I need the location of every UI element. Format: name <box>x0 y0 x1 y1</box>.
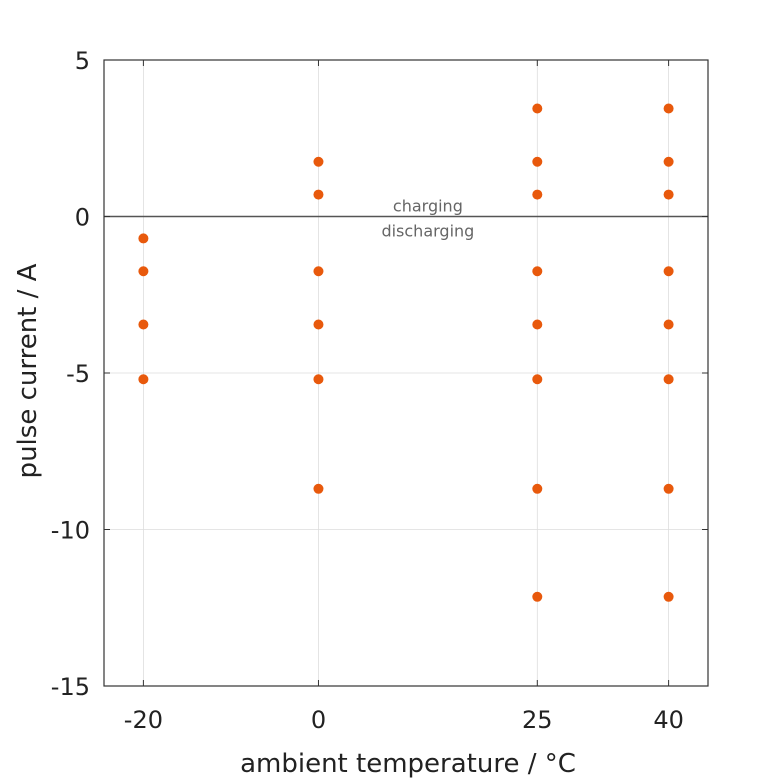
data-point <box>663 483 674 494</box>
y-tick-label: 5 <box>75 47 90 75</box>
data-point <box>532 156 543 167</box>
grid-lines <box>104 59 708 687</box>
data-point <box>313 266 324 277</box>
data-point <box>313 319 324 330</box>
annotation-charging: charging <box>393 197 463 216</box>
x-tick-label: 40 <box>653 706 684 734</box>
data-point <box>313 156 324 167</box>
data-point <box>138 233 149 244</box>
data-point <box>532 266 543 277</box>
annotation-discharging: discharging <box>381 222 474 241</box>
data-point <box>663 103 674 114</box>
data-point <box>663 374 674 385</box>
data-point <box>532 319 543 330</box>
y-tick-label: -10 <box>51 517 90 545</box>
x-axis-title: ambient temperature / °C <box>240 749 576 779</box>
data-point <box>138 266 149 277</box>
data-point <box>138 374 149 385</box>
data-point <box>532 591 543 602</box>
data-point <box>313 483 324 494</box>
data-point <box>663 156 674 167</box>
annotations: charging discharging <box>381 197 474 241</box>
data-point <box>532 374 543 385</box>
data-point <box>532 103 543 114</box>
x-tick-label: 25 <box>522 706 553 734</box>
x-tick-label: -20 <box>124 706 163 734</box>
y-tick-label: -5 <box>66 360 90 388</box>
data-point <box>313 189 324 200</box>
y-axis-title: pulse current / A <box>13 263 43 478</box>
data-point <box>663 319 674 330</box>
x-tick-label: 0 <box>311 706 326 734</box>
y-tick-label: -15 <box>51 673 90 701</box>
data-point <box>663 591 674 602</box>
data-points <box>138 103 674 602</box>
data-point <box>532 483 543 494</box>
data-point <box>313 374 324 385</box>
y-tick-label: 0 <box>75 204 90 232</box>
data-point <box>138 319 149 330</box>
axis-ticks: -20 0 25 40 5 0 -5 -10 -15 <box>51 47 708 734</box>
data-point <box>532 189 543 200</box>
data-point <box>663 189 674 200</box>
data-point <box>663 266 674 277</box>
